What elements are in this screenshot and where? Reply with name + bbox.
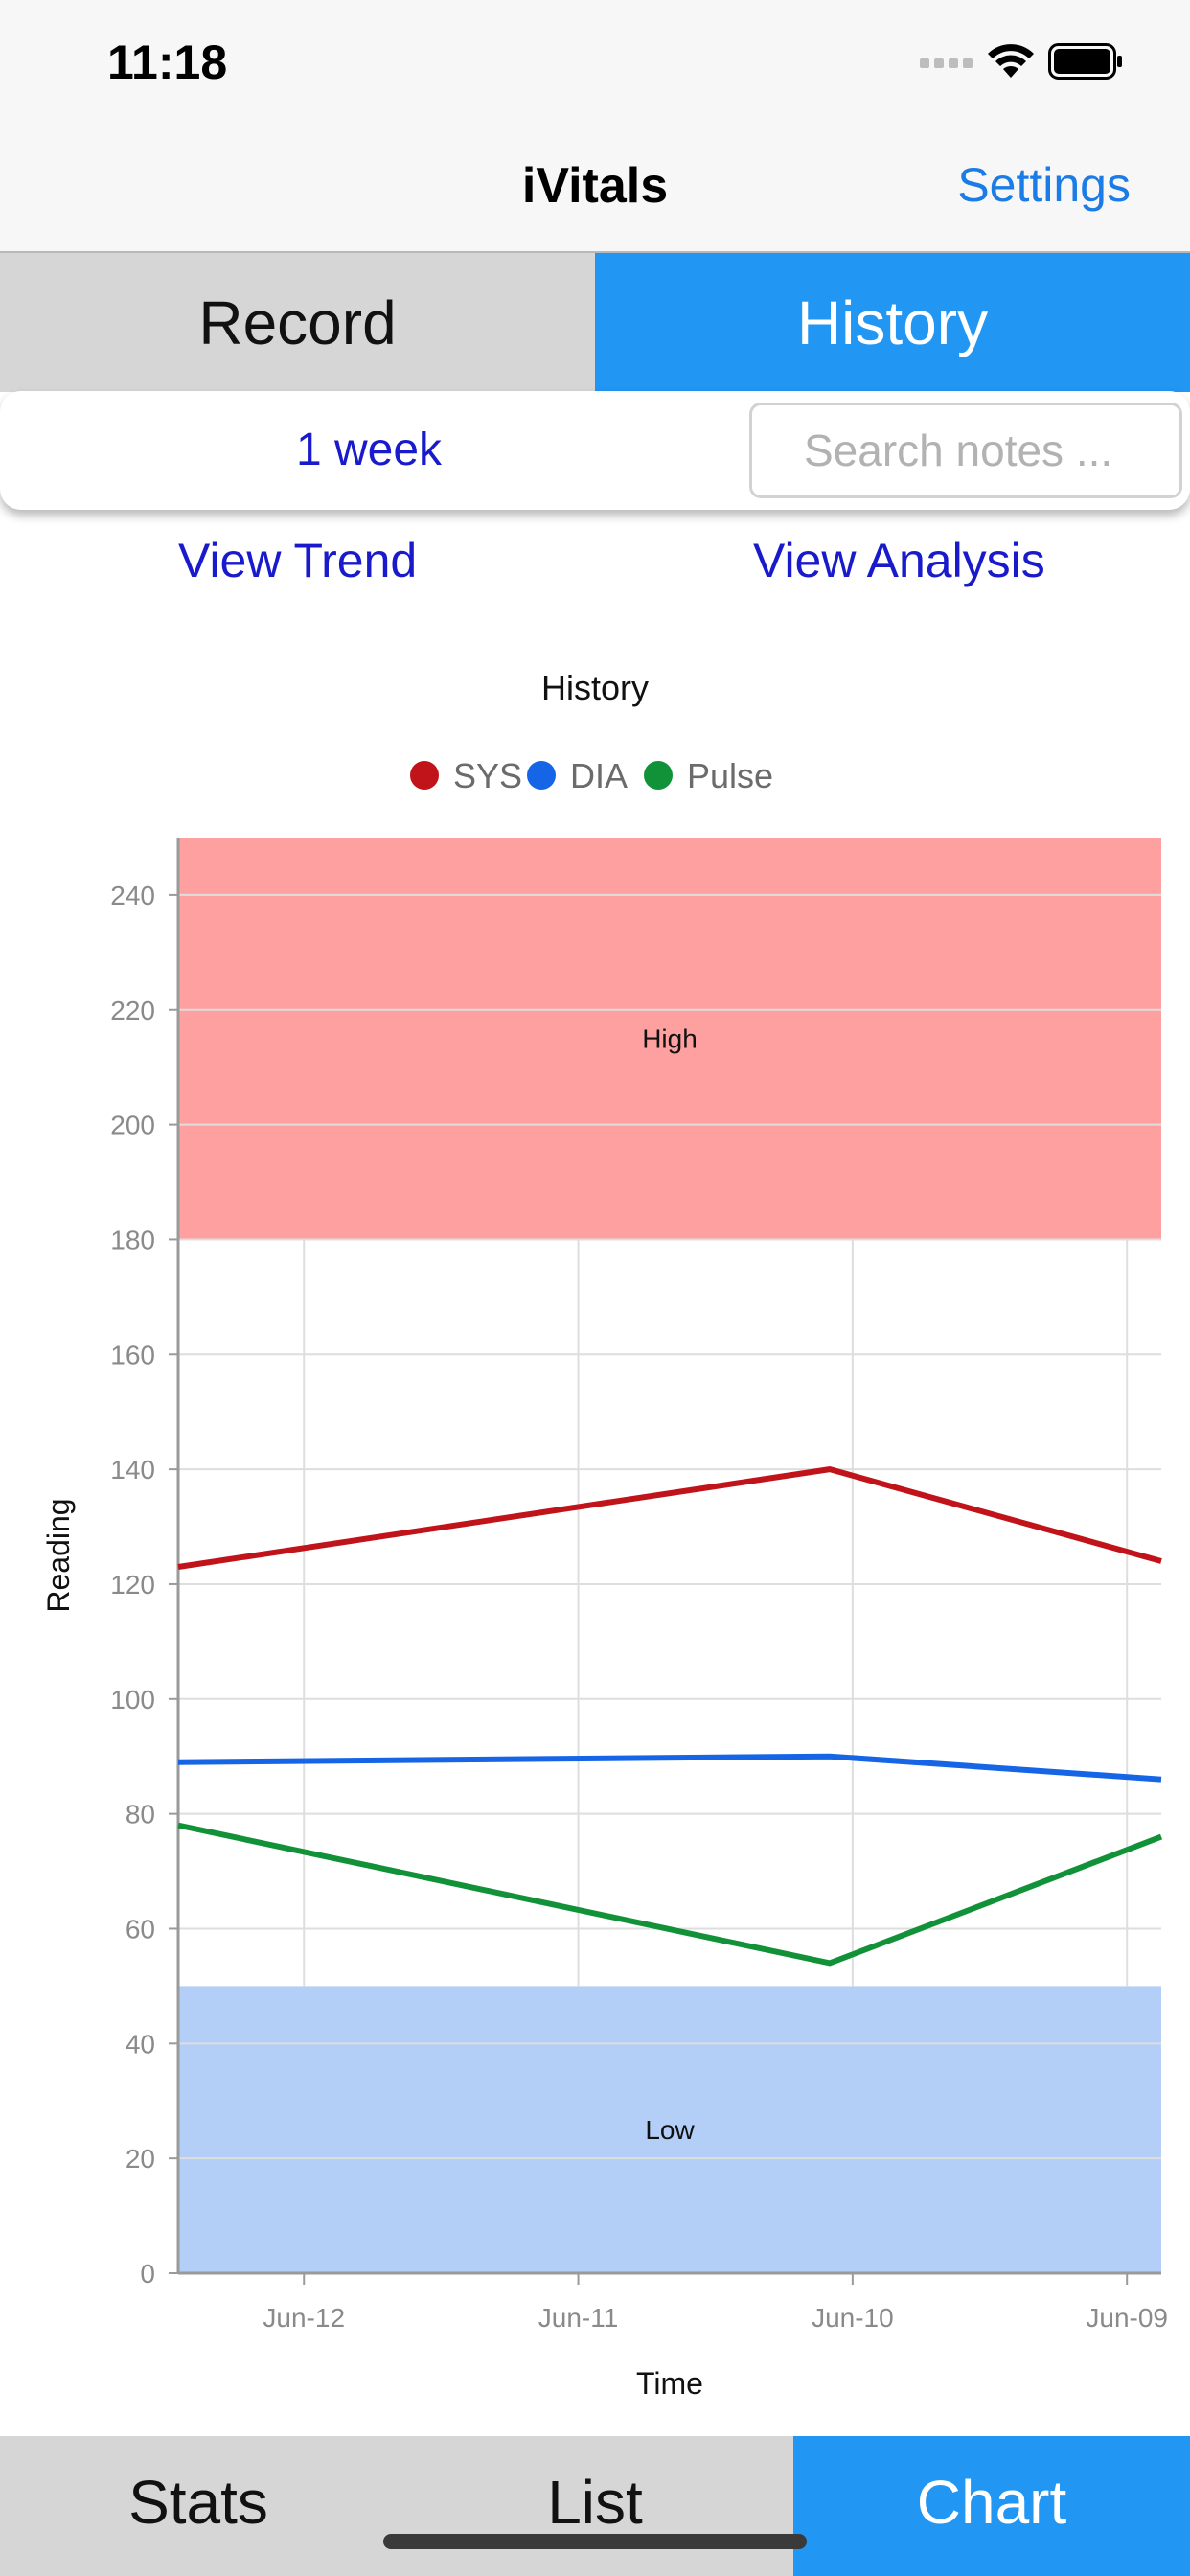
y-tick-label: 180: [110, 1225, 155, 1254]
legend-marker-sys: [410, 761, 439, 790]
legend-label-pulse: Pulse: [687, 756, 773, 795]
cellular-signal-icon: [920, 58, 973, 68]
y-tick-label: 240: [110, 881, 155, 910]
stats-tab[interactable]: Stats: [0, 2436, 397, 2576]
navigation-bar: iVitals Settings: [0, 128, 1190, 253]
x-tick-label: Jun-09: [1086, 2303, 1168, 2333]
record-tab[interactable]: Record: [0, 253, 595, 392]
series-line-sys: [177, 1466, 1162, 1570]
wifi-icon: [988, 44, 1034, 78]
history-tab[interactable]: History: [595, 253, 1190, 392]
y-tick-label: 40: [126, 2029, 155, 2058]
history-chart: History SYS DIA Pulse 0 20 40 60 80 100 120 140 160 1…: [41, 668, 1168, 2401]
y-tick-label: 100: [110, 1685, 155, 1714]
band-high: [178, 838, 1161, 1240]
band-label-low: Low: [645, 2115, 695, 2145]
status-bar: 11:18: [0, 0, 1190, 128]
y-tick-label: 20: [126, 2144, 155, 2174]
series-line-dia: [177, 1753, 1162, 1782]
chart-tab[interactable]: Chart: [793, 2436, 1190, 2576]
x-tick-label: Jun-10: [812, 2303, 894, 2333]
y-tick-label: 200: [110, 1111, 155, 1140]
series-line-pulse: [177, 1822, 1163, 1966]
view-trend-link[interactable]: View Trend: [178, 534, 418, 587]
filter-card: 1 week: [0, 391, 1190, 510]
y-tick-label: 60: [126, 1914, 155, 1944]
y-axis-label: Reading: [41, 1498, 76, 1612]
list-tab[interactable]: List: [397, 2436, 793, 2576]
status-icons: [920, 42, 1123, 80]
x-tick-label: Jun-11: [538, 2303, 619, 2333]
period-selector[interactable]: 1 week: [295, 425, 443, 475]
status-time: 11:18: [107, 35, 228, 89]
x-tick-label: Jun-12: [263, 2303, 345, 2333]
y-tick-label: 120: [110, 1570, 155, 1599]
record-history-segmented-control: Record History: [0, 253, 1190, 392]
x-axis-label: Time: [636, 2366, 703, 2401]
y-tick-label: 160: [110, 1340, 155, 1369]
y-tick-label: 140: [110, 1455, 155, 1484]
legend-label-sys: SYS: [453, 756, 522, 795]
band-label-high: High: [642, 1024, 698, 1054]
chart-title: History: [541, 668, 649, 707]
legend-label-dia: DIA: [570, 756, 628, 795]
app-title: iVitals: [521, 158, 669, 214]
band-low: [178, 1986, 1161, 2273]
view-mode-segmented-control: Stats List Chart: [0, 2436, 1190, 2576]
y-tick-label: 80: [126, 1800, 155, 1829]
settings-button[interactable]: Settings: [957, 158, 1131, 212]
legend-marker-dia: [527, 761, 556, 790]
view-analysis-link[interactable]: View Analysis: [753, 534, 1045, 587]
y-tick-label: 0: [140, 2259, 155, 2288]
home-indicator: [383, 2534, 807, 2549]
search-notes-input[interactable]: [749, 402, 1182, 498]
legend-marker-pulse: [644, 761, 673, 790]
battery-icon: [1048, 43, 1122, 80]
y-tick-label: 220: [110, 996, 155, 1025]
